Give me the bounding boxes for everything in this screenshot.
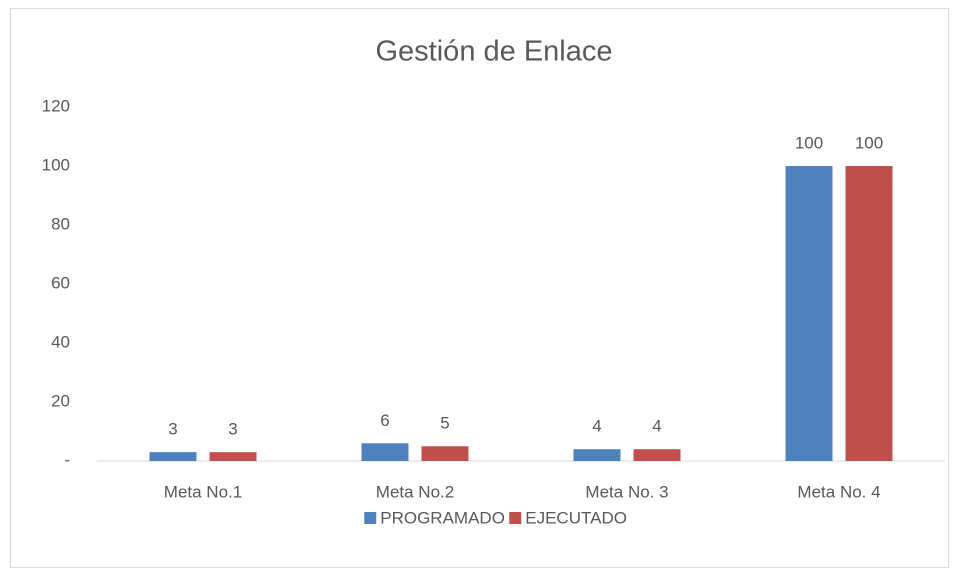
bar bbox=[785, 166, 833, 461]
data-label: 3 bbox=[228, 420, 237, 439]
x-tick-label: Meta No.1 bbox=[164, 482, 242, 501]
x-tick-label: Meta No. 4 bbox=[797, 482, 880, 501]
x-tick-label: Meta No. 3 bbox=[585, 482, 668, 501]
legend-swatch bbox=[509, 512, 522, 524]
bar bbox=[361, 443, 409, 461]
data-label: 3 bbox=[168, 420, 177, 439]
data-label: 4 bbox=[652, 417, 661, 436]
y-tick-label: 120 bbox=[42, 96, 70, 115]
x-tick-label: Meta No.2 bbox=[376, 482, 454, 501]
bar bbox=[209, 452, 257, 461]
y-tick-label: - bbox=[64, 450, 70, 469]
y-tick-label: 60 bbox=[51, 273, 70, 292]
data-label: 6 bbox=[380, 411, 389, 430]
data-label: 5 bbox=[440, 414, 449, 433]
bar bbox=[845, 166, 893, 461]
y-tick-label: 40 bbox=[51, 332, 70, 351]
y-tick-label: 20 bbox=[51, 391, 70, 410]
legend-swatch bbox=[364, 512, 377, 524]
bar bbox=[633, 449, 681, 461]
data-label: 100 bbox=[795, 133, 823, 152]
y-tick-label: 80 bbox=[51, 214, 70, 233]
y-tick-label: 100 bbox=[42, 155, 70, 174]
legend-label: EJECUTADO bbox=[525, 508, 627, 527]
legend-label: PROGRAMADO bbox=[380, 508, 505, 527]
bar bbox=[149, 452, 197, 461]
data-label: 4 bbox=[592, 417, 601, 436]
chart-title: Gestión de Enlace bbox=[376, 36, 613, 68]
bar bbox=[573, 449, 621, 461]
data-label: 100 bbox=[855, 133, 883, 152]
bar bbox=[421, 446, 469, 461]
